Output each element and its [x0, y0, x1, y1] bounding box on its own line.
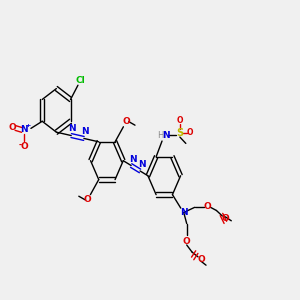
Text: O: O: [84, 195, 92, 204]
Text: N: N: [130, 154, 137, 164]
Text: O: O: [177, 116, 183, 124]
Text: O: O: [204, 202, 212, 211]
Text: O: O: [8, 123, 16, 132]
Text: O: O: [197, 255, 205, 264]
Text: S: S: [176, 128, 183, 138]
Text: O: O: [187, 128, 194, 137]
Text: N: N: [138, 160, 146, 169]
Text: N: N: [180, 208, 188, 217]
Text: -: -: [19, 140, 22, 149]
Text: N: N: [21, 125, 28, 134]
Text: N: N: [68, 124, 76, 133]
Text: Cl: Cl: [76, 76, 86, 85]
Text: O: O: [20, 142, 28, 151]
Text: O: O: [122, 117, 130, 126]
Text: O: O: [221, 214, 229, 223]
Text: O: O: [183, 236, 190, 245]
Text: N: N: [162, 131, 170, 140]
Text: N: N: [81, 127, 88, 136]
Text: +: +: [26, 123, 31, 128]
Text: H: H: [158, 131, 164, 140]
